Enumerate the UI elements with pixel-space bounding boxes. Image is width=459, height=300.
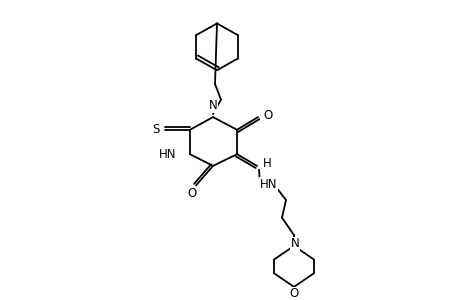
Text: O: O (263, 109, 272, 122)
Text: HN: HN (158, 148, 176, 161)
Text: O: O (289, 287, 298, 300)
Text: N: N (290, 237, 299, 250)
Text: S: S (152, 123, 160, 136)
Text: O: O (187, 187, 196, 200)
Text: N: N (208, 99, 217, 112)
Text: H: H (263, 158, 271, 170)
Text: HN: HN (259, 178, 277, 191)
